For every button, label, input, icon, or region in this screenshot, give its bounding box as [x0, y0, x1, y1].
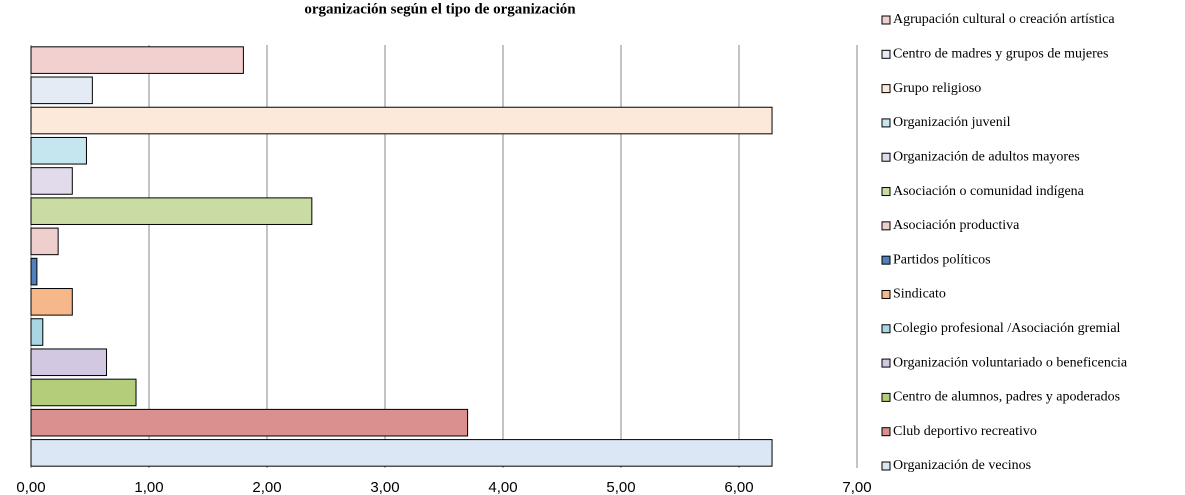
- legend-label: Club deportivo recreativo: [893, 424, 1037, 439]
- legend-label: Colegio profesional /Asociación gremial: [893, 321, 1121, 336]
- bar: [30, 46, 244, 74]
- x-tick-label: 3,00: [370, 479, 399, 495]
- legend-swatch: [881, 289, 891, 299]
- legend-label: Sindicato: [893, 287, 946, 302]
- legend-label: Centro de madres y grupos de mujeres: [893, 47, 1108, 62]
- legend-swatch: [881, 461, 891, 471]
- legend-swatch: [881, 15, 891, 25]
- legend-swatch: [881, 84, 891, 94]
- legend-swatch: [881, 427, 891, 437]
- bar: [30, 288, 73, 316]
- x-tick-label: 0,00: [16, 479, 45, 495]
- legend-label: Grupo religioso: [893, 81, 981, 96]
- legend-swatch: [881, 152, 891, 162]
- chart-title: organización según el tipo de organizaci…: [304, 1, 576, 17]
- bar: [30, 348, 108, 377]
- legend-swatch: [881, 49, 891, 59]
- legend-swatch: [881, 392, 891, 402]
- legend-swatch: [881, 255, 891, 265]
- x-tick-label: 1,00: [134, 479, 163, 495]
- bar: [30, 227, 59, 256]
- bar: [30, 439, 773, 467]
- bar: [30, 167, 73, 195]
- bar: [30, 378, 137, 407]
- legend-swatch: [881, 187, 891, 197]
- legend-label: Partidos políticos: [893, 252, 991, 267]
- legend-swatch: [881, 118, 891, 128]
- legend-label: Asociación productiva: [893, 218, 1020, 233]
- bar: [30, 408, 469, 437]
- x-tick-label: 7,00: [842, 479, 871, 495]
- x-tick-label: 4,00: [488, 479, 517, 495]
- x-tick-label: 5,00: [606, 479, 635, 495]
- legend-swatch: [881, 324, 891, 334]
- legend-label: Organización de adultos mayores: [893, 149, 1080, 164]
- x-tick-label: 6,00: [724, 479, 753, 495]
- legend-swatch: [881, 358, 891, 368]
- bar: [30, 106, 773, 135]
- bar: [30, 197, 313, 225]
- bar: [30, 257, 38, 286]
- bar: [30, 136, 87, 165]
- legend-label: Asociación o comunidad indígena: [893, 184, 1085, 199]
- bar: [30, 76, 93, 105]
- legend-label: Organización de vecinos: [893, 458, 1031, 473]
- x-tick-label: 2,00: [252, 479, 281, 495]
- bar: [30, 318, 44, 346]
- legend-label: Organización juvenil: [893, 115, 1011, 130]
- legend-label: Organización voluntariado o beneficencia: [893, 355, 1128, 370]
- legend-swatch: [881, 221, 891, 231]
- legend-label: Centro de alumnos, padres y apoderados: [893, 390, 1120, 405]
- legend-label: Agrupación cultural o creación artística: [893, 12, 1115, 27]
